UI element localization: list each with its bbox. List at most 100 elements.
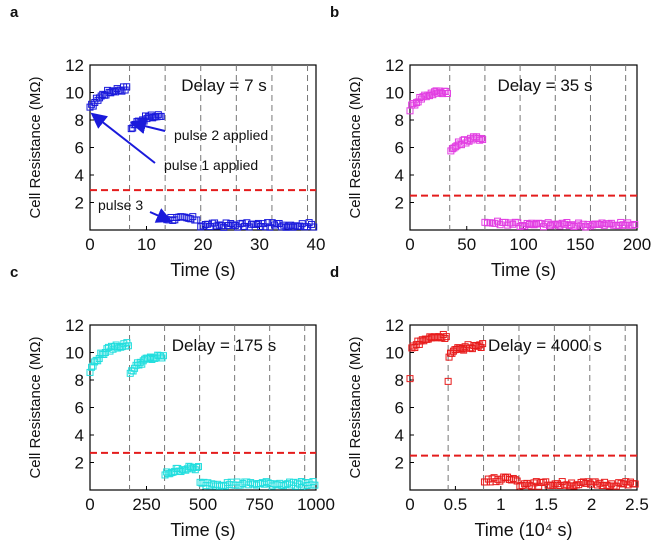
y-axis-label: Cell Resistance (MΩ) (347, 336, 364, 478)
data-point (558, 219, 566, 227)
y-axis-label: Cell Resistance (MΩ) (27, 336, 44, 478)
panel-letter: c (10, 264, 18, 281)
data-point (94, 357, 102, 365)
data-point (539, 223, 547, 231)
data-point (309, 478, 317, 486)
data-point (561, 220, 569, 228)
data-point (516, 222, 524, 230)
data-point (586, 480, 594, 488)
y-axis-label: Cell Resistance (MΩ) (27, 76, 44, 218)
x-tick-label: 1.5 (534, 495, 558, 514)
x-tick-label: 2.5 (625, 495, 649, 514)
data-point (262, 478, 270, 486)
data-point (547, 222, 555, 230)
data-point (239, 480, 247, 488)
x-tick-label: 750 (245, 495, 273, 514)
x-tick-label: 1 (496, 495, 505, 514)
callout-arrow (129, 118, 166, 134)
data-point (598, 219, 606, 227)
data-point (607, 219, 615, 227)
y-tick-label: 8 (395, 111, 404, 130)
x-axis-label: Time (s) (170, 520, 235, 540)
panel-b: b 2 4 6 8 10 12 0 50 100 150 200 Time (s) Cell Resist… (330, 4, 651, 280)
data-point (477, 343, 485, 351)
y-tick-label: 4 (75, 426, 84, 445)
data-point (617, 479, 625, 487)
x-tick-label: 250 (132, 495, 160, 514)
data-point (596, 220, 604, 228)
data-point (296, 222, 304, 230)
data-point (563, 481, 571, 489)
x-tick-label: 10 (137, 235, 156, 254)
y-tick-label: 8 (75, 111, 84, 130)
data-point (589, 221, 597, 229)
data-point (212, 482, 220, 490)
data-point (284, 222, 292, 230)
x-tick-label: 50 (457, 235, 476, 254)
data-point (297, 478, 305, 486)
callout-arrow (149, 208, 173, 223)
delay-annotation: Delay = 7 s (181, 76, 267, 95)
delay-annotation: Delay = 175 s (172, 336, 276, 355)
data-point (605, 482, 613, 490)
panel-letter: b (330, 4, 339, 21)
data-point (194, 463, 202, 471)
data-point (479, 136, 487, 144)
callout-label: pulse 2 applied (174, 127, 268, 143)
data-point (277, 223, 285, 231)
panel-a: a 2 4 6 8 10 12 0 10 20 30 40 Time (s) Cell Resistanc… (10, 4, 325, 280)
data-point (264, 219, 272, 227)
data-point (631, 480, 639, 488)
data-point (570, 482, 578, 490)
y-tick-label: 12 (385, 56, 404, 75)
data-point (158, 354, 166, 362)
y-tick-label: 12 (385, 316, 404, 335)
data-point (287, 221, 295, 229)
data-point (535, 482, 543, 490)
data-point (516, 482, 524, 490)
data-point (266, 223, 274, 231)
callout-arrow (90, 112, 156, 164)
data-point (443, 89, 451, 97)
data-point (231, 221, 239, 229)
data-point (582, 479, 590, 487)
data-point (584, 220, 592, 228)
y-tick-label: 8 (395, 371, 404, 390)
data-point (123, 83, 131, 91)
data-point (603, 481, 611, 489)
data-point (532, 478, 540, 486)
data-point (621, 221, 629, 229)
y-tick-label: 10 (385, 344, 404, 363)
data-point (305, 219, 313, 227)
data-point (551, 221, 559, 229)
x-tick-label: 30 (250, 235, 269, 254)
data-point (568, 221, 576, 229)
y-tick-label: 10 (385, 84, 404, 103)
data-point (596, 479, 604, 487)
panel-letter: d (330, 264, 339, 281)
data-point (303, 223, 311, 231)
x-tick-label: 1000 (297, 495, 335, 514)
data-point (477, 134, 485, 142)
data-point (494, 475, 502, 483)
data-point (584, 478, 592, 486)
x-axis-label: Time (s) (491, 260, 556, 280)
data-point (542, 220, 550, 228)
y-tick-label: 10 (65, 84, 84, 103)
data-point (271, 221, 279, 229)
y-tick-label: 10 (65, 344, 84, 363)
y-tick-label: 6 (395, 139, 404, 158)
data-point (291, 222, 299, 230)
data-point (577, 478, 585, 486)
x-tick-label: 150 (566, 235, 594, 254)
data-point (525, 481, 533, 489)
x-axis-label: Time (s) (170, 260, 235, 280)
data-point (444, 377, 452, 385)
x-tick-label: 0 (405, 235, 414, 254)
data-point (227, 220, 235, 228)
x-tick-label: 0 (85, 235, 94, 254)
data-point (280, 482, 288, 490)
data-point (220, 223, 228, 231)
data-point (197, 223, 205, 231)
